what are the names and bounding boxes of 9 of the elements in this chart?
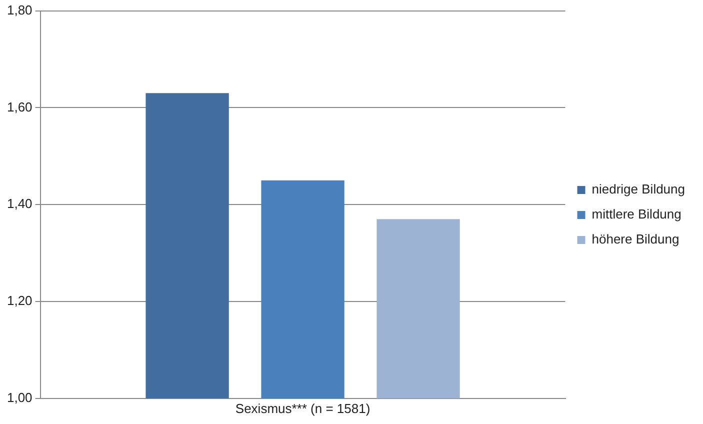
y-tick-label: 1,20 [6, 293, 32, 308]
legend-label: niedrige Bildung [592, 182, 685, 197]
x-tick-label: Sexismus*** (n = 1581) [235, 400, 370, 416]
y-tick-label: 1,60 [6, 99, 32, 114]
legend-label: höhere Bildung [592, 232, 680, 247]
legend-label: mittlere Bildung [592, 206, 682, 222]
y-tick-label: 1,00 [6, 390, 32, 405]
y-tick-label: 1,80 [6, 2, 32, 18]
y-tick-label: 1,40 [6, 196, 32, 212]
